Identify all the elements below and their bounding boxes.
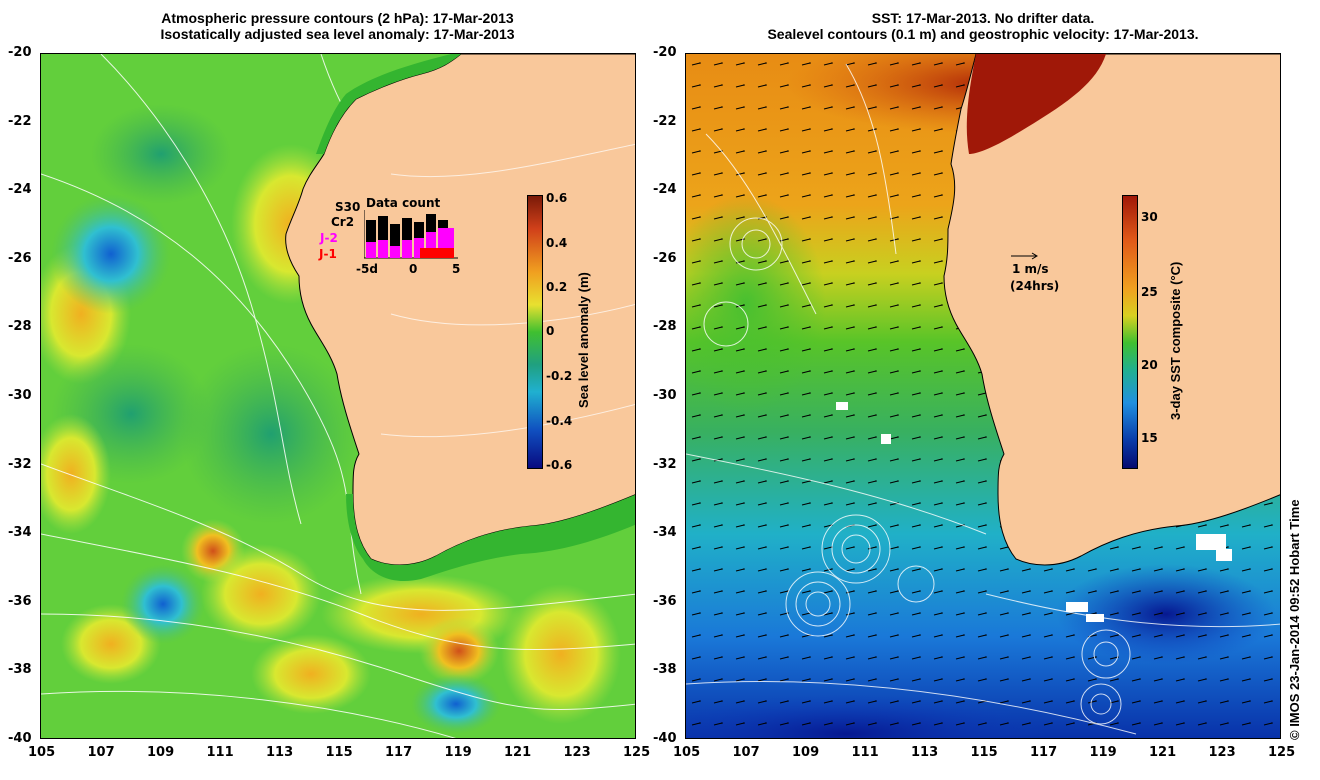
right-x-tick-label: 109 [792, 745, 820, 760]
right-x-tick-label: 105 [673, 745, 701, 760]
left-y-tick-label: -32 [8, 456, 32, 472]
right-x-tick-label: 125 [1268, 745, 1296, 760]
left-y-tick-label: -34 [8, 525, 32, 541]
sla-colorbar-tick: 0.2 [546, 280, 568, 294]
right-x-tick-label: 121 [1149, 745, 1177, 760]
right-y-tick-label: -24 [653, 182, 677, 198]
left-y-tick-label: -38 [8, 662, 32, 678]
sst-map [685, 53, 1281, 739]
left-x-tick-label: 111 [206, 745, 234, 760]
velocity-scale-note: (24hrs) [1010, 279, 1060, 293]
right-x-tick-label: 113 [911, 745, 939, 760]
sst-colorbar-tick: 20 [1141, 358, 1158, 372]
right-x-tick-label: 123 [1208, 745, 1236, 760]
right-x-tick-label: 117 [1030, 745, 1058, 760]
left-title-line2: Isostatically adjusted sea level anomaly… [160, 26, 515, 42]
histogram-tick-minus5d: -5d [356, 262, 378, 276]
mission-cr2: Cr2 [331, 215, 355, 229]
sst-colorbar-tick: 30 [1141, 210, 1158, 224]
left-y-tick-label: -22 [8, 113, 32, 129]
sla-colorbar-tick: 0 [546, 324, 555, 338]
left-x-tick-label: 115 [325, 745, 353, 760]
sst-colorbar-tick: 15 [1141, 431, 1158, 445]
left-y-tick-label: -30 [8, 388, 32, 403]
left-x-tick-label: 109 [147, 745, 175, 760]
left-x-tick-label: 105 [28, 745, 56, 760]
left-y-tick-label: -40 [8, 731, 32, 746]
right-y-tick-label: -32 [653, 456, 677, 472]
mission-j2: J-2 [320, 231, 338, 245]
right-y-tick-label: -38 [653, 662, 677, 678]
histogram-tick-0: 0 [409, 262, 418, 276]
left-x-tick-label: 125 [623, 745, 651, 760]
left-y-tick-label: -24 [8, 182, 32, 198]
left-x-tick-label: 113 [266, 745, 294, 760]
left-x-tick-label: 123 [563, 745, 591, 760]
right-title-line1: SST: 17-Mar-2013. No drifter data. [871, 10, 1095, 26]
left-x-tick-label: 117 [385, 745, 413, 760]
mission-s30: S30 [335, 200, 361, 214]
sst-colorbar [1122, 195, 1138, 469]
sst-map-svg [686, 54, 1280, 738]
velocity-scale-label: 1 m/s [1012, 262, 1049, 276]
sla-colorbar-tick: -0.4 [546, 414, 573, 428]
right-x-tick-label: 119 [1089, 745, 1117, 760]
right-y-tick-label: -30 [653, 388, 677, 403]
right-y-tick-label: -40 [653, 731, 677, 746]
data-count-histogram [364, 210, 458, 259]
sla-colorbar-label: Sea level anomaly (m) [576, 272, 591, 408]
sla-map [40, 53, 636, 739]
sst-colorbar-label: 3-day SST composite (°C) [1168, 261, 1183, 420]
right-y-tick-label: -34 [653, 525, 677, 541]
sla-colorbar-tick: -0.2 [546, 369, 573, 383]
right-y-tick-label: -22 [653, 113, 677, 129]
mission-j1: J-1 [319, 247, 337, 261]
imos-credit: © IMOS 23-Jan-2014 09:52 Hobart Time [1287, 499, 1302, 740]
sla-colorbar-tick: 0.6 [546, 191, 568, 205]
sla-colorbar-tick: 0.4 [546, 236, 568, 250]
right-x-tick-label: 115 [970, 745, 998, 760]
data-count-title: Data count [366, 196, 441, 210]
sst-colorbar-tick: 25 [1141, 285, 1158, 299]
right-y-tick-label: -20 [653, 45, 677, 60]
histogram-tick-5: 5 [452, 262, 461, 276]
right-title-line2: Sealevel contours (0.1 m) and geostrophi… [767, 26, 1199, 42]
velocity-scale-arrow [1011, 252, 1038, 260]
sla-map-svg [41, 54, 635, 738]
left-x-tick-label: 119 [444, 745, 472, 760]
right-y-tick-label: -36 [653, 593, 677, 609]
left-y-tick-label: -20 [8, 45, 32, 60]
sla-colorbar-tick: -0.6 [546, 458, 573, 472]
left-y-tick-label: -28 [8, 319, 32, 335]
left-x-tick-label: 121 [504, 745, 532, 760]
left-y-tick-label: -36 [8, 593, 32, 609]
right-y-tick-label: -26 [653, 250, 677, 266]
sla-colorbar [527, 195, 543, 469]
right-x-tick-label: 107 [732, 745, 760, 760]
right-x-tick-label: 111 [851, 745, 879, 760]
right-y-tick-label: -28 [653, 319, 677, 335]
left-title-line1: Atmospheric pressure contours (2 hPa): 1… [161, 10, 514, 26]
left-y-tick-label: -26 [8, 250, 32, 266]
left-x-tick-label: 107 [87, 745, 115, 760]
